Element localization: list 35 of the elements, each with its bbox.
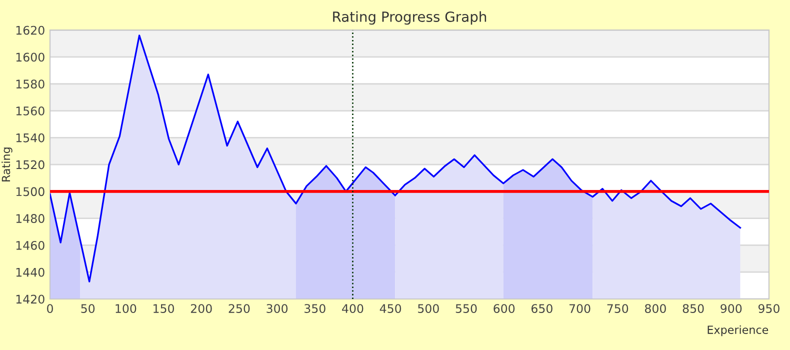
y-tick-label: 1600 xyxy=(16,52,44,62)
x-tick-label: 350 xyxy=(304,304,326,314)
x-tick-label: 100 xyxy=(116,304,136,314)
x-tick-label: 950 xyxy=(758,304,780,314)
chart-title: Rating Progress Graph xyxy=(333,11,486,25)
x-tick-label: 500 xyxy=(418,304,439,314)
x-tick-label: 650 xyxy=(532,304,552,314)
y-tick-label: 1520 xyxy=(16,160,44,170)
y-tick-label: 1560 xyxy=(16,106,44,116)
x-tick-label: 450 xyxy=(380,304,402,314)
x-tick-label: 750 xyxy=(607,304,628,314)
x-tick-label: 0 xyxy=(47,304,53,314)
x-tick-label: 200 xyxy=(190,304,212,314)
x-tick-label: 250 xyxy=(228,304,250,314)
x-tick-label: 600 xyxy=(494,304,515,314)
x-axis-title: Experience xyxy=(708,325,768,336)
x-tick-label: 300 xyxy=(266,304,288,314)
x-tick-label: 850 xyxy=(682,304,704,314)
x-tick-label: 900 xyxy=(720,304,742,314)
y-tick-label: 1440 xyxy=(16,268,44,277)
x-tick-label: 50 xyxy=(81,304,95,314)
y-axis-title: Rating xyxy=(2,148,12,182)
x-tick-label: 400 xyxy=(342,304,364,314)
y-tick-label: 1460 xyxy=(16,240,44,250)
y-tick-label: 1500 xyxy=(16,187,44,196)
y-tick-label: 1580 xyxy=(16,80,44,89)
x-tick-label: 150 xyxy=(154,304,174,314)
y-tick-label: 1480 xyxy=(16,214,44,223)
y-tick-label: 1540 xyxy=(16,133,44,142)
x-tick-label: 700 xyxy=(569,304,590,314)
x-tick-label: 550 xyxy=(456,304,477,314)
y-tick-label: 1620 xyxy=(16,26,44,35)
y-tick-label: 1420 xyxy=(16,294,44,304)
line-series xyxy=(50,34,742,282)
x-tick-label: 800 xyxy=(644,304,666,314)
